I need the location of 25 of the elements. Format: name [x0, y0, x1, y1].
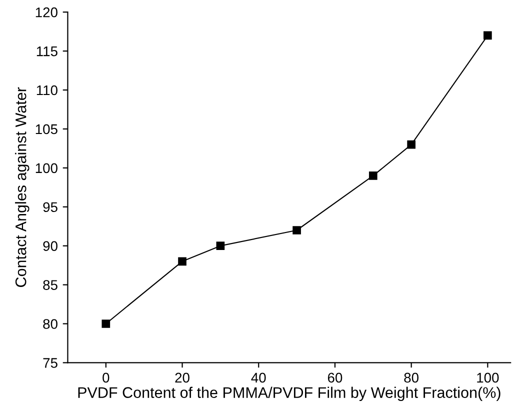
point: [484, 31, 492, 40]
y-tick-label: 85: [43, 280, 58, 290]
x-tick-label: 80: [404, 372, 418, 383]
y-tick-label: 105: [36, 124, 58, 134]
y-tick-label: 110: [36, 85, 58, 96]
point: [407, 140, 416, 149]
x-axis-title: PVDF Content of the PMMA/PVDF Film by Weight Fraction(%): [78, 386, 500, 401]
y-tick-label: 80: [43, 319, 58, 329]
y-tick-label: 90: [43, 241, 58, 251]
x-tick-label: 40: [251, 372, 266, 383]
y-tick-label: 115: [36, 46, 58, 56]
point: [216, 242, 225, 250]
x-tick-label: 0: [102, 372, 110, 383]
point: [178, 257, 186, 266]
y-tick-label: 100: [36, 163, 58, 174]
x-tick-label: 20: [175, 372, 190, 383]
y-tick-label: 75: [43, 358, 58, 368]
y-tick-label: 95: [43, 202, 58, 212]
point: [292, 226, 301, 234]
point: [368, 172, 378, 180]
x-tick-label: 60: [328, 372, 342, 383]
point: [102, 320, 110, 328]
y-tick-label: 120: [36, 7, 58, 18]
x-tick-label: 100: [477, 372, 499, 383]
y-axis-title: Contact Angles against Water: [15, 87, 30, 287]
